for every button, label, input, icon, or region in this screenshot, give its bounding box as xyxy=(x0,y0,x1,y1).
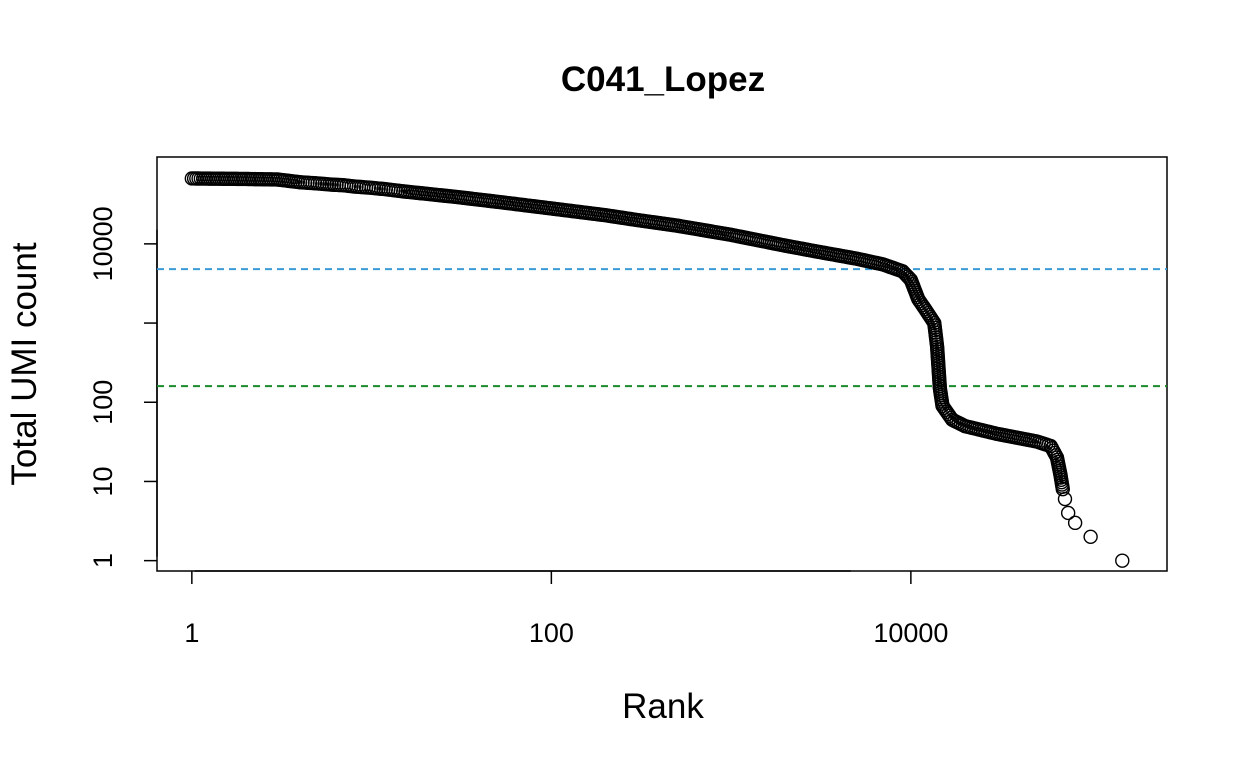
data-point xyxy=(897,265,912,281)
chart-title: C041_Lopez xyxy=(561,60,765,99)
x-axis-ticks: 1 100 10000 xyxy=(184,571,948,648)
data-point xyxy=(667,218,682,233)
y-tick-label: 10000 xyxy=(88,206,118,281)
y-axis-ticks: 1 10 100 10000 xyxy=(88,206,157,568)
y-axis-title: Total UMI count xyxy=(5,242,44,485)
data-point xyxy=(1083,529,1098,544)
data-point xyxy=(1115,553,1130,568)
data-point xyxy=(596,207,611,223)
x-tick-label: 10000 xyxy=(873,618,948,648)
x-tick-label: 1 xyxy=(184,618,199,648)
y-tick-label: 1 xyxy=(88,553,118,568)
data-point xyxy=(541,200,557,216)
y-tick-label: 100 xyxy=(88,380,118,425)
data-point xyxy=(807,243,822,259)
data-point xyxy=(929,337,945,352)
data-point xyxy=(1055,479,1070,494)
data-point xyxy=(290,174,306,190)
data-point xyxy=(924,311,939,327)
data-point xyxy=(1060,505,1076,521)
data-point xyxy=(344,178,359,194)
x-tick-label: 100 xyxy=(529,618,574,648)
reference-lines xyxy=(157,268,1167,388)
data-point xyxy=(334,177,349,193)
data-point xyxy=(1052,465,1068,481)
x-axis-title: Rank xyxy=(622,687,704,726)
data-point xyxy=(1067,515,1083,531)
data-points xyxy=(184,171,1130,568)
data-point xyxy=(1057,491,1073,507)
data-point xyxy=(322,177,337,192)
data-point xyxy=(913,295,929,311)
data-point xyxy=(307,176,323,191)
data-point xyxy=(393,183,408,199)
y-tick-label: 10 xyxy=(88,466,118,496)
